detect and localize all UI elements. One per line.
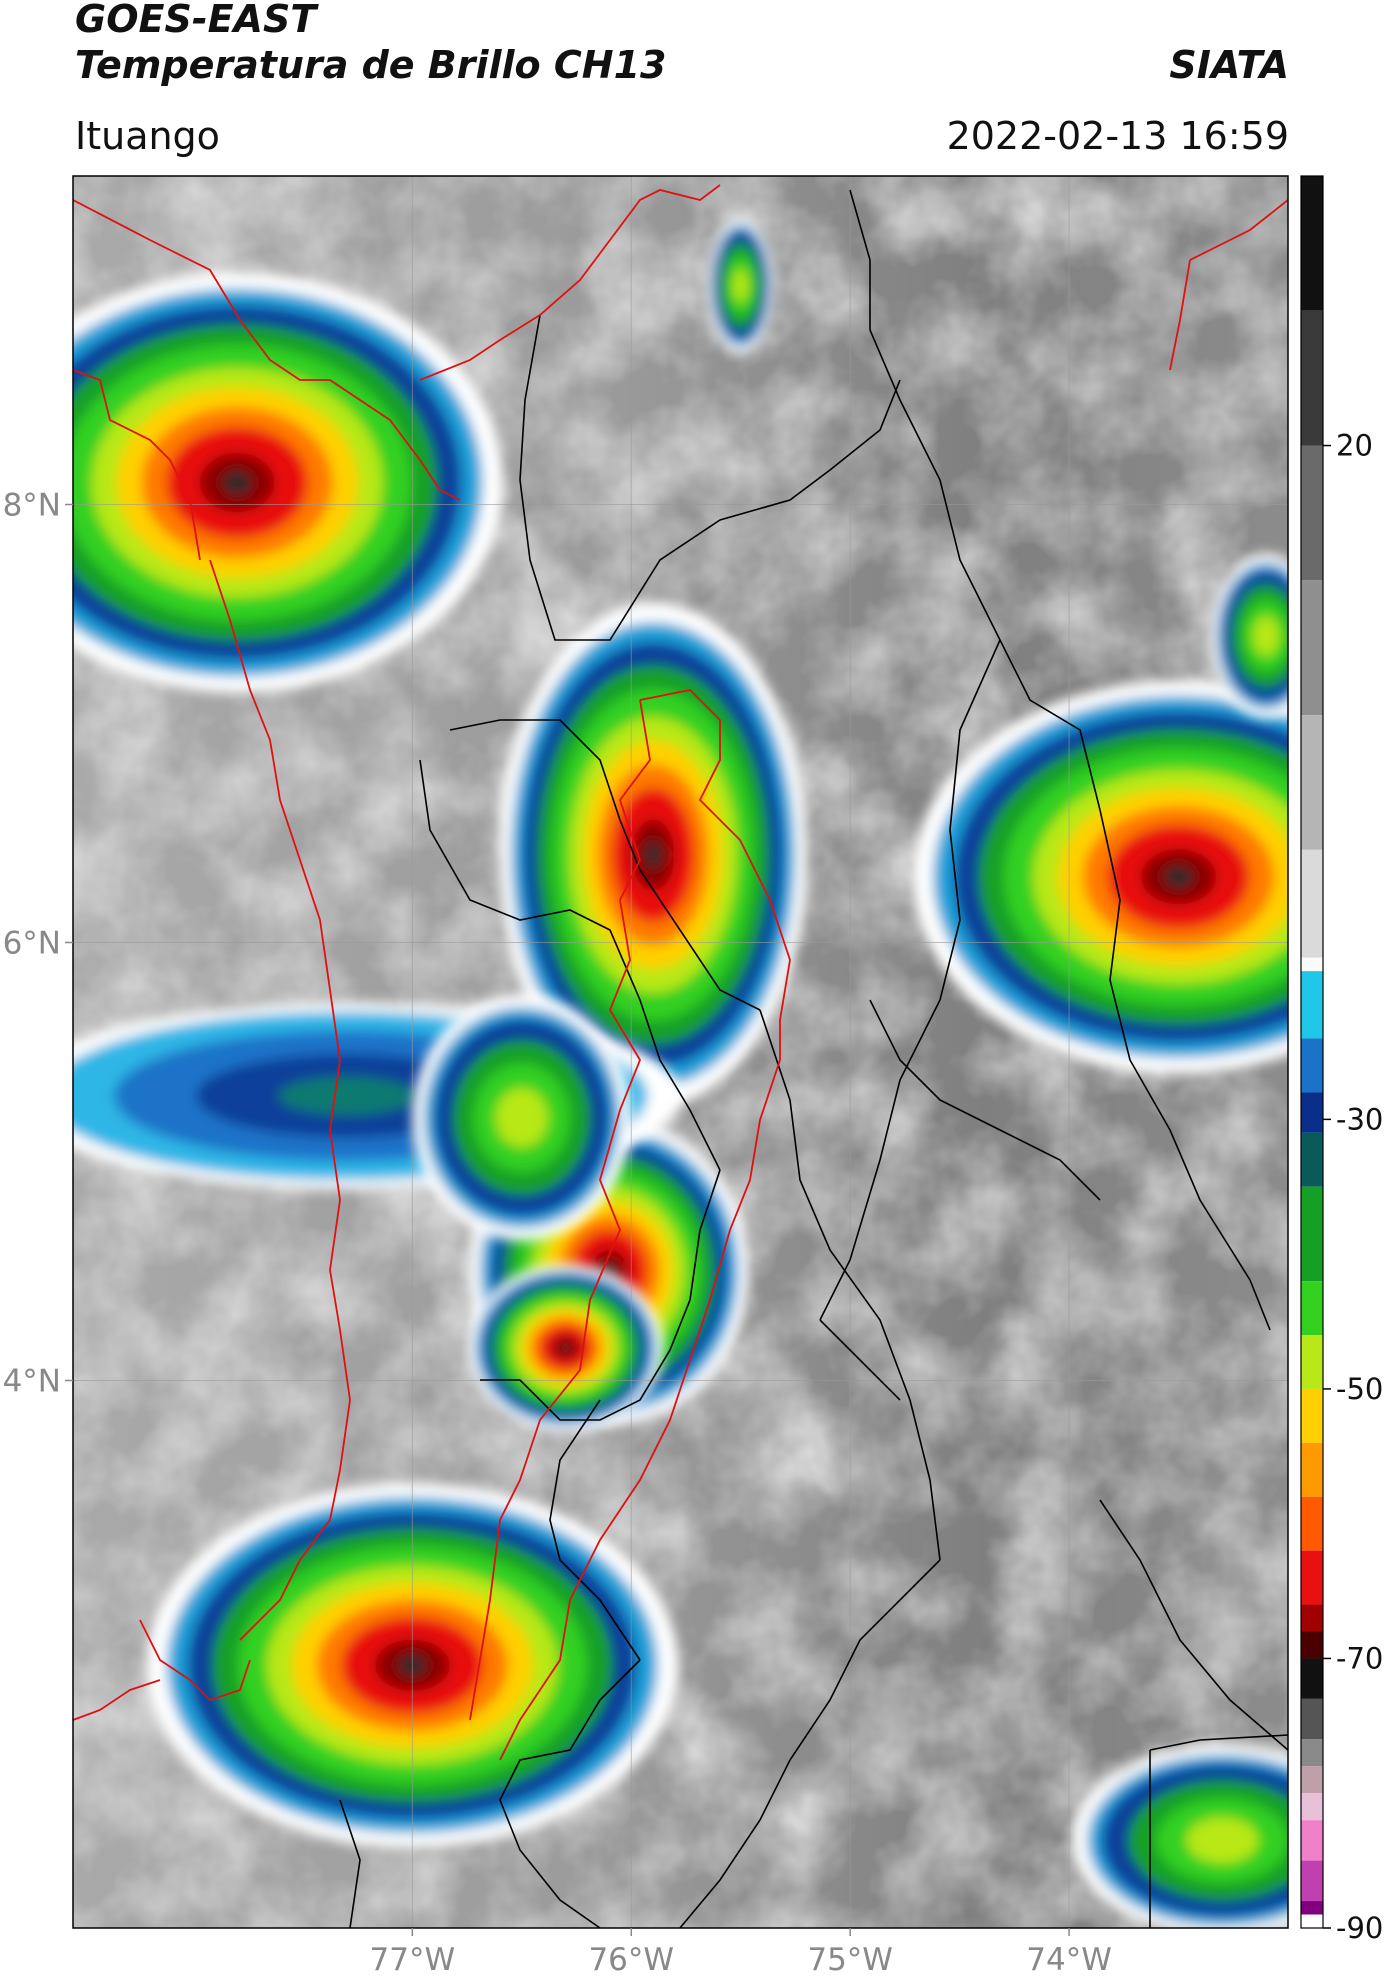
colorbar-band [1301, 580, 1323, 716]
lon-tick-label: 76°W [588, 1942, 674, 1978]
border-line [759, 1009, 941, 1561]
cloud-temperature-contour [278, 1076, 416, 1115]
colorbar-band [1301, 1281, 1323, 1336]
colorbar-band [1301, 1388, 1323, 1443]
border-line [73, 199, 461, 501]
highlight-borders [73, 184, 1288, 1761]
axis-ticks: 8°N 6°N 4°N 77°W 76°W 75°W 74°W [3, 488, 1112, 1979]
colorbar-band [1301, 1335, 1323, 1389]
colorbar: 20 -30 -50 -70 -90 [1300, 175, 1383, 1945]
border-line [819, 1319, 901, 1401]
map-title-satellite: GOES-EAST [75, 0, 317, 41]
border-line [819, 639, 1001, 1321]
lat-tick-label: 4°N [3, 1364, 61, 1400]
colorbar-band [1301, 1132, 1323, 1187]
convective-cloud [912, 680, 1288, 1073]
border-line [869, 999, 1101, 1201]
convective-cloud [412, 994, 632, 1241]
border-line [849, 189, 1101, 811]
colorbar-band [1301, 1604, 1323, 1632]
convective-cloud [73, 272, 504, 693]
colorbar-band [1301, 445, 1323, 581]
border-line [73, 1679, 161, 1721]
colorbar-band [1301, 1186, 1323, 1282]
cloud-temperature-contour [560, 1343, 571, 1353]
colorbar-band [1301, 1739, 1323, 1767]
colorbar-band [1301, 1698, 1323, 1740]
colorbar-band [1301, 1092, 1323, 1133]
region-label: Ituango [75, 114, 220, 158]
colorbar-tick-label: -50 [1336, 1372, 1383, 1406]
border-line [339, 1799, 361, 1928]
colorbar-band [1301, 1038, 1323, 1093]
border-line [480, 1169, 721, 1421]
border-line [209, 559, 351, 1641]
convective-cloud [707, 217, 774, 354]
cloud-temperature-contour [222, 471, 252, 495]
convective-cloud [499, 602, 808, 1108]
lat-tick-label: 8°N [3, 488, 61, 524]
border-line [549, 1399, 641, 1661]
colorbar-tick-label: -90 [1336, 1911, 1383, 1945]
colorbar-band [1301, 1550, 1323, 1605]
map-gridlines [73, 176, 1288, 1928]
border-line [419, 184, 721, 381]
cloud-temperature-contour [1163, 866, 1194, 888]
border-line [139, 1619, 251, 1702]
convective-cloud [1071, 1744, 1288, 1928]
border-line [1099, 1499, 1288, 1751]
convective-cloud [467, 1263, 664, 1432]
border-line [73, 369, 201, 561]
border-line [469, 699, 651, 1721]
convective-cloud [1211, 553, 1288, 719]
timestamp-label: 2022-02-13 16:59 [946, 114, 1289, 158]
border-line [449, 719, 761, 1011]
cloud-temperature-contour [644, 841, 662, 869]
colorbar-band [1301, 1820, 1323, 1861]
colorbar-band [1301, 957, 1323, 972]
border-line [419, 759, 721, 1171]
colorbar-band [1301, 1442, 1323, 1497]
lon-tick-label: 75°W [807, 1942, 893, 1978]
border-line [1189, 199, 1288, 261]
colorbar-band [1301, 849, 1323, 958]
colorbar-band [1301, 1914, 1323, 1928]
lon-tick-label: 77°W [370, 1942, 456, 1978]
border-line [519, 314, 901, 641]
border-line [499, 1659, 641, 1928]
agency-label: SIATA [1169, 43, 1289, 87]
colorbar-band [1301, 1901, 1323, 1915]
colorbar-band [1301, 1793, 1323, 1821]
colorbar-band [1301, 1766, 1323, 1794]
colorbar-band [1301, 1631, 1323, 1659]
colorbar-band [1301, 1658, 1323, 1699]
cloud-temperature-contour [1186, 1817, 1259, 1864]
colorbar-frame [1300, 175, 1324, 1929]
colorbar-band [1301, 1860, 1323, 1902]
colorbar-tick-label: 20 [1336, 429, 1373, 463]
colorbar-band [1301, 310, 1323, 446]
map-frame [72, 175, 1289, 1929]
colorbar-tick-label: -70 [1336, 1641, 1383, 1675]
cloud-temperature-contour [732, 269, 749, 302]
colorbar-band [1301, 176, 1323, 311]
colorbar-band [1301, 971, 1323, 1039]
cloud-temperature-contour [495, 1088, 549, 1148]
border-line [499, 689, 791, 1761]
department-borders [339, 189, 1288, 1928]
border-line [1169, 259, 1191, 371]
cloud-temperature-contour [1252, 616, 1280, 656]
map-title-product: Temperatura de Brillo CH13 [75, 43, 667, 87]
border-line [679, 1559, 941, 1928]
lat-tick-label: 6°N [3, 926, 61, 962]
border-line [1149, 1734, 1288, 1751]
lon-tick-label: 74°W [1026, 1942, 1112, 1978]
colorbar-band [1301, 1496, 1323, 1551]
border-line [1099, 809, 1271, 1331]
colorbar-band [1301, 715, 1323, 850]
colorbar-tick-label: -30 [1336, 1102, 1383, 1136]
